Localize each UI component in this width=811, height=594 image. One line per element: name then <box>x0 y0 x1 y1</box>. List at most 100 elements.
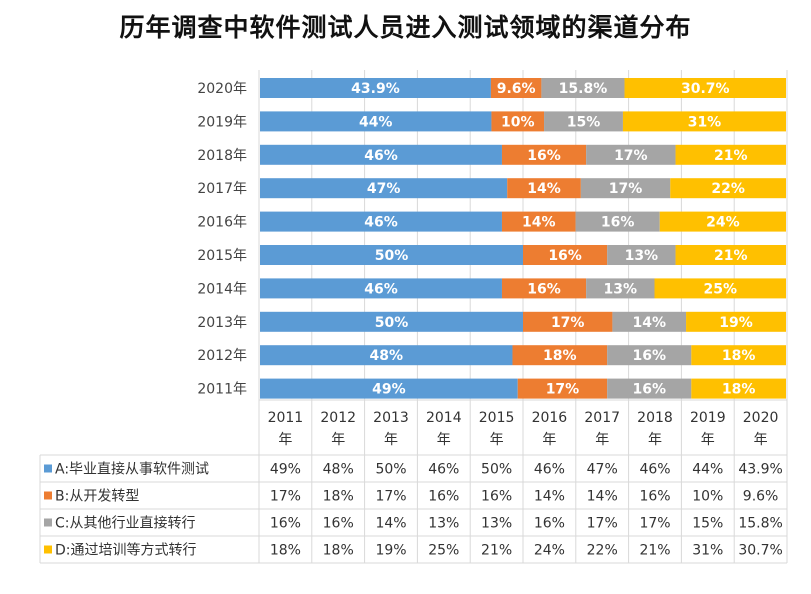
data-label: 16% <box>548 248 582 264</box>
table-header-unit: 年 <box>542 432 556 448</box>
data-label: 22% <box>711 181 745 197</box>
table-cell: 46% <box>639 462 670 478</box>
bar-segment <box>260 311 523 332</box>
table-header-year: 2018 <box>637 410 673 426</box>
table-cell: 14% <box>375 516 406 532</box>
legend-label: C:从其他行业直接转行 <box>55 515 196 532</box>
bar-segment <box>612 311 687 332</box>
bar-segment <box>260 178 508 199</box>
data-label: 49% <box>372 382 406 398</box>
data-label: 43.9% <box>351 81 400 97</box>
data-label: 17% <box>551 315 585 331</box>
table-header-unit: 年 <box>437 432 451 448</box>
data-label: 18% <box>543 348 577 364</box>
bar-segment <box>586 278 655 299</box>
data-label: 46% <box>364 215 398 231</box>
table-header-year: 2014 <box>426 410 462 426</box>
y-tick-label: 2012年 <box>197 348 247 364</box>
table-header-year: 2016 <box>532 410 568 426</box>
y-tick-label: 2020年 <box>197 81 247 97</box>
data-label: 14% <box>632 315 666 331</box>
data-label: 13% <box>625 248 659 264</box>
table-cell: 18% <box>270 543 301 559</box>
bar-segment <box>575 211 660 232</box>
table-cell: 24% <box>534 543 565 559</box>
bar-segment <box>260 278 502 299</box>
table-cell: 49% <box>270 462 301 478</box>
bar-segment <box>622 111 786 132</box>
data-label: 15% <box>567 114 601 130</box>
data-label: 14% <box>522 215 556 231</box>
bar-segment <box>670 178 786 199</box>
table-cell: 18% <box>323 489 354 505</box>
table-cell: 10% <box>692 489 723 505</box>
table-cell: 13% <box>481 516 512 532</box>
bar-segment <box>691 345 786 366</box>
table-cell: 13% <box>428 516 459 532</box>
table-cell: 21% <box>639 543 670 559</box>
bar-segment <box>607 378 692 399</box>
data-label: 48% <box>369 348 403 364</box>
bar-segment <box>491 111 545 132</box>
data-label: 17% <box>609 181 643 197</box>
bar-segment <box>507 178 581 199</box>
bar-segment <box>512 345 608 366</box>
bar-segment <box>501 211 576 232</box>
data-label: 46% <box>364 148 398 164</box>
table-header-unit: 年 <box>384 432 398 448</box>
table-header-unit: 年 <box>331 432 345 448</box>
table-header-unit: 年 <box>278 432 292 448</box>
table-cell: 16% <box>428 489 459 505</box>
table-cell: 17% <box>587 516 618 532</box>
table-cell: 16% <box>481 489 512 505</box>
legend-swatch <box>44 464 52 473</box>
legend-label: A:毕业直接从事软件测试 <box>55 461 209 478</box>
data-label: 19% <box>719 315 753 331</box>
table-cell: 16% <box>534 516 565 532</box>
table-cell: 21% <box>481 543 512 559</box>
table-header-year: 2019 <box>690 410 726 426</box>
data-label: 46% <box>364 281 398 297</box>
data-label: 14% <box>527 181 561 197</box>
legend-label: B:从开发转型 <box>55 489 139 505</box>
data-label: 50% <box>375 315 409 331</box>
data-label: 9.6% <box>497 81 536 97</box>
data-label: 21% <box>714 148 748 164</box>
data-label: 21% <box>714 248 748 264</box>
bar-segment <box>580 178 671 199</box>
data-label: 30.7% <box>681 81 730 97</box>
data-label: 24% <box>706 215 740 231</box>
bar-segment <box>517 378 608 399</box>
table-cell: 17% <box>375 489 406 505</box>
bar-segment <box>490 78 542 98</box>
data-label: 16% <box>632 348 666 364</box>
bar-segment <box>501 144 587 165</box>
y-tick-label: 2019年 <box>197 114 247 130</box>
table-header-year: 2017 <box>584 410 620 426</box>
y-tick-label: 2011年 <box>197 382 247 398</box>
y-tick-label: 2017年 <box>197 181 247 197</box>
data-label: 18% <box>722 382 756 398</box>
data-label: 16% <box>527 281 561 297</box>
bar-segment <box>607 345 692 366</box>
data-label: 50% <box>375 248 409 264</box>
y-tick-label: 2014年 <box>197 281 247 297</box>
bar-segment <box>607 245 676 265</box>
data-label: 15.8% <box>559 81 608 97</box>
bar-segment <box>260 345 513 366</box>
data-label: 10% <box>501 114 535 130</box>
table-cell: 50% <box>375 462 406 478</box>
bar-segment <box>675 144 786 165</box>
chart-title: 历年调查中软件测试人员进入测试领域的渠道分布 <box>119 13 692 42</box>
y-tick-label: 2015年 <box>197 248 247 264</box>
legend-label: D:通过培训等方式转行 <box>55 542 197 559</box>
table-cell: 22% <box>587 543 618 559</box>
data-label: 18% <box>722 348 756 364</box>
legend-swatch <box>44 518 52 527</box>
data-label: 17% <box>546 382 580 398</box>
bar-segment <box>691 378 786 399</box>
data-label: 16% <box>632 382 666 398</box>
table-cell: 31% <box>692 543 723 559</box>
table-cell: 18% <box>323 543 354 559</box>
